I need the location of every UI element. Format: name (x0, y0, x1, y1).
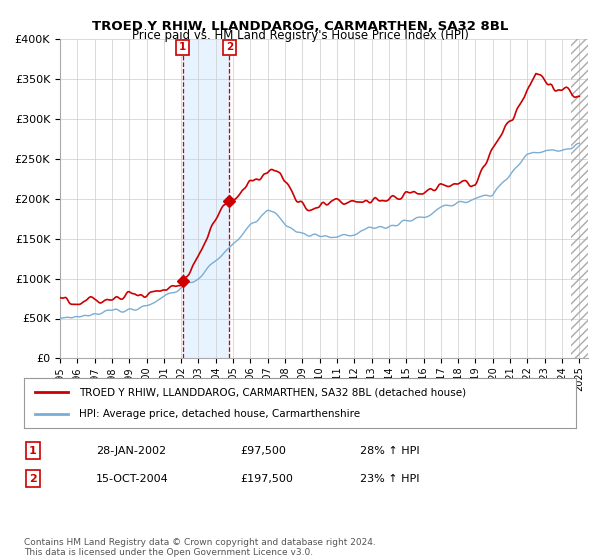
Text: TROED Y RHIW, LLANDDAROG, CARMARTHEN, SA32 8BL (detached house): TROED Y RHIW, LLANDDAROG, CARMARTHEN, SA… (79, 387, 466, 397)
TROED Y RHIW, LLANDDAROG, CARMARTHEN, SA32 8BL (detached house) (75, 301, 82, 308)
Text: £97,500: £97,500 (240, 446, 286, 456)
Text: HPI: Average price, detached house, Carmarthenshire: HPI: Average price, detached house, Carm… (79, 409, 361, 419)
TROED Y RHIW, LLANDDAROG, CARMARTHEN, SA32 8BL (detached house) (576, 93, 583, 100)
HPI: Average price, detached house, Carmarthenshire: (2e+03, 5.02e+04): Average price, detached house, Carmarthe… (56, 315, 64, 321)
TROED Y RHIW, LLANDDAROG, CARMARTHEN, SA32 8BL (detached house) (285, 182, 292, 189)
TROED Y RHIW, LLANDDAROG, CARMARTHEN, SA32 8BL (detached house) (532, 70, 539, 77)
Text: Price paid vs. HM Land Registry's House Price Index (HPI): Price paid vs. HM Land Registry's House … (131, 29, 469, 42)
HPI: Average price, detached house, Carmarthenshire: (2.02e+03, 2.61e+05): Average price, detached house, Carmarthe… (547, 147, 554, 153)
HPI: Average price, detached house, Carmarthenshire: (2e+03, 5.82e+04): Average price, detached house, Carmarthe… (120, 309, 127, 315)
TROED Y RHIW, LLANDDAROG, CARMARTHEN, SA32 8BL (detached house) (212, 216, 220, 222)
TROED Y RHIW, LLANDDAROG, CARMARTHEN, SA32 8BL (detached house) (56, 294, 64, 301)
Text: £197,500: £197,500 (240, 474, 293, 484)
Text: TROED Y RHIW, LLANDDAROG, CARMARTHEN, SA32 8BL: TROED Y RHIW, LLANDDAROG, CARMARTHEN, SA… (92, 20, 508, 32)
Text: 2: 2 (29, 474, 37, 484)
Text: Contains HM Land Registry data © Crown copyright and database right 2024.
This d: Contains HM Land Registry data © Crown c… (24, 538, 376, 557)
Text: 23% ↑ HPI: 23% ↑ HPI (360, 474, 419, 484)
TROED Y RHIW, LLANDDAROG, CARMARTHEN, SA32 8BL (detached house) (121, 292, 128, 299)
TROED Y RHIW, LLANDDAROG, CARMARTHEN, SA32 8BL (detached house) (230, 197, 237, 203)
Bar (571, 7, 596, 358)
TROED Y RHIW, LLANDDAROG, CARMARTHEN, SA32 8BL (detached house) (550, 85, 557, 92)
HPI: Average price, detached house, Carmarthenshire: (2.02e+03, 2.7e+05): Average price, detached house, Carmarthe… (576, 140, 583, 147)
Line: TROED Y RHIW, LLANDDAROG, CARMARTHEN, SA32 8BL (detached house): TROED Y RHIW, LLANDDAROG, CARMARTHEN, SA… (60, 73, 580, 305)
HPI: Average price, detached house, Carmarthenshire: (2.01e+03, 1.65e+05): Average price, detached house, Carmarthe… (284, 223, 291, 230)
Text: 15-OCT-2004: 15-OCT-2004 (96, 474, 169, 484)
HPI: Average price, detached house, Carmarthenshire: (2.01e+03, 1.52e+05): Average price, detached house, Carmarthe… (237, 234, 244, 240)
Text: 1: 1 (29, 446, 37, 456)
Text: 28% ↑ HPI: 28% ↑ HPI (360, 446, 419, 456)
Line: HPI: Average price, detached house, Carmarthenshire: HPI: Average price, detached house, Carm… (60, 143, 580, 318)
Text: 28-JAN-2002: 28-JAN-2002 (96, 446, 166, 456)
HPI: Average price, detached house, Carmarthenshire: (2e+03, 1.42e+05): Average price, detached house, Carmarthe… (229, 241, 236, 248)
Text: 1: 1 (179, 43, 186, 53)
Text: 2: 2 (226, 43, 233, 53)
TROED Y RHIW, LLANDDAROG, CARMARTHEN, SA32 8BL (detached house) (239, 187, 246, 194)
HPI: Average price, detached house, Carmarthenshire: (2e+03, 1.21e+05): Average price, detached house, Carmarthe… (211, 258, 218, 265)
